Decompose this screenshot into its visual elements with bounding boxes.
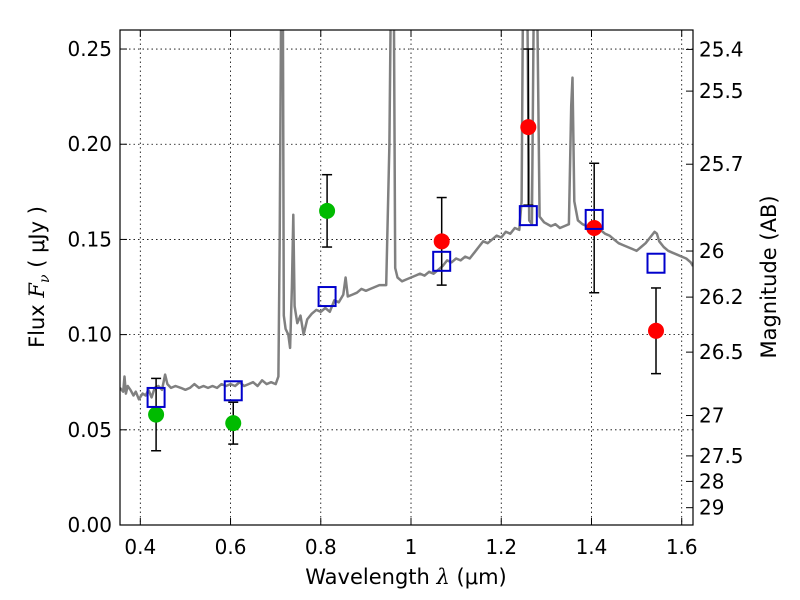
axis-ticks: 0.4 0.6 0.8 1 1.2 1.4 1.6 0.00 0.05 0.10 0.15 0.20 0…: [67, 30, 744, 559]
y2-tick-label: 29: [699, 496, 724, 520]
y-tick-label: 0.25: [67, 37, 112, 61]
y-tick-label: 0.05: [67, 418, 112, 442]
model-point: [223, 380, 243, 402]
model-point: [432, 250, 452, 272]
model-point: [317, 286, 337, 308]
y2-tick-label: 25.4: [699, 37, 744, 61]
data-point: [319, 202, 336, 219]
model-point: [146, 386, 166, 408]
model-point: [518, 205, 538, 227]
plot-frame: [119, 29, 694, 526]
x-tick-label: 0.8: [305, 535, 337, 559]
y-tick-label: 0.15: [67, 227, 112, 251]
y2-tick-label: 27: [699, 404, 724, 428]
spectrum-layer: [120, 30, 693, 401]
x-axis-label: Wavelength λ (μm): [305, 565, 506, 589]
grid-lines: [120, 30, 693, 526]
x-tick-label: 1.4: [576, 535, 608, 559]
y-tick-label: 0.10: [67, 323, 112, 347]
y2-tick-label: 26: [699, 239, 724, 263]
x-tick-label: 1.2: [485, 535, 517, 559]
x-tick-label: 0.6: [215, 535, 247, 559]
model-point: [584, 208, 604, 230]
y2-tick-label: 27.5: [699, 444, 744, 468]
y2-tick-label: 28: [699, 469, 724, 493]
x-tick-label: 1.6: [666, 535, 698, 559]
data-point: [648, 322, 665, 339]
y2-tick-label: 26.5: [699, 340, 744, 364]
y2-tick-label: 25.7: [699, 152, 744, 176]
y2-axis-label: Magnitude (AB): [757, 195, 781, 358]
y-axis-label: Flux Fν ( μJy ): [25, 206, 53, 348]
x-tick-label: 0.4: [124, 535, 156, 559]
y2-tick-label: 26.2: [699, 285, 744, 309]
y-tick-label: 0.20: [67, 132, 112, 156]
data-point: [148, 406, 165, 423]
y2-tick-label: 25.5: [699, 79, 744, 103]
model-point: [646, 252, 666, 274]
data-points-layer: [146, 48, 666, 452]
x-tick-label: 1: [405, 535, 418, 559]
data-point: [225, 415, 242, 432]
spectrum-line: [120, 30, 693, 401]
data-point: [433, 233, 450, 250]
data-point: [520, 119, 537, 136]
y-tick-label: 0.00: [67, 513, 112, 537]
